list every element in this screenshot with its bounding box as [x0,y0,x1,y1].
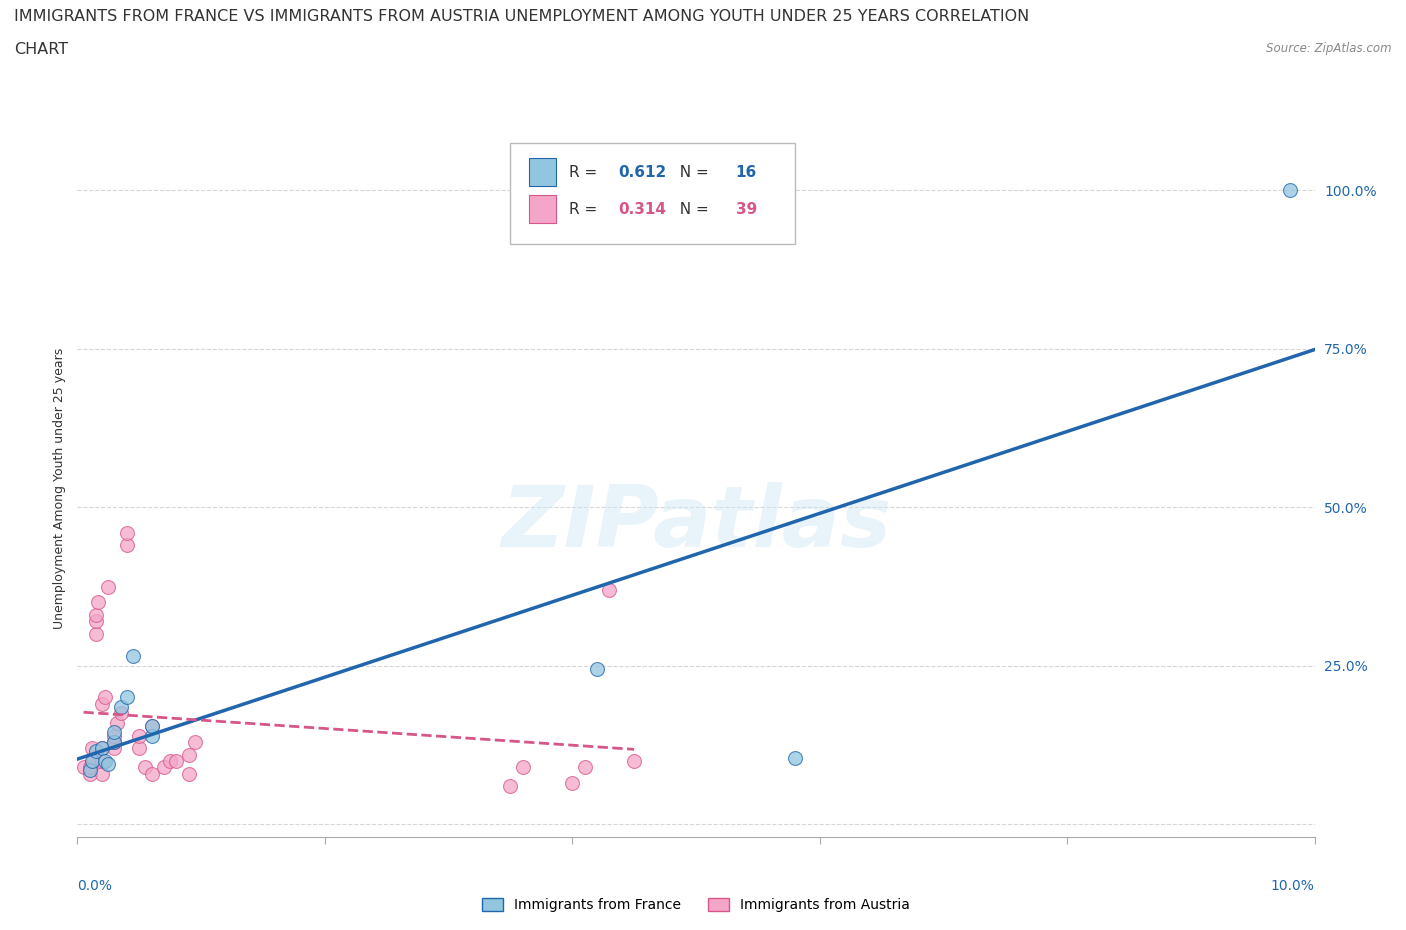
Point [159,753,181,768]
Point [122,649,145,664]
Point [91,741,114,756]
Point [184,735,207,750]
Text: CHART: CHART [14,42,67,57]
Point [84,607,107,622]
Point [84,627,107,642]
Text: 16: 16 [735,165,756,179]
Point [79,763,101,777]
Point [141,719,163,734]
Text: 10.0%: 10.0% [1271,879,1315,893]
Text: N =: N = [671,165,714,179]
Point [153,760,176,775]
Point [598,582,620,597]
Point [141,719,163,734]
Point [82,753,104,768]
Point [115,525,138,540]
Point [103,725,125,740]
Point [165,753,187,768]
Point [93,690,115,705]
Point [91,766,114,781]
Point [586,661,609,676]
Point [82,741,104,756]
Point [97,579,120,594]
Point [79,766,101,781]
Point [84,744,107,759]
Y-axis label: Unemployment Among Youth under 25 years: Unemployment Among Youth under 25 years [53,348,66,629]
Point [141,766,163,781]
Text: 39: 39 [735,202,756,217]
Point [115,538,138,552]
Point [623,753,645,768]
Point [512,760,534,775]
Point [103,728,125,743]
Point [177,766,200,781]
Point [110,706,132,721]
Point [1278,183,1301,198]
Point [561,776,583,790]
Point [115,690,138,705]
Point [128,741,150,756]
Text: R =: R = [568,165,602,179]
Text: N =: N = [671,202,714,217]
Point [91,753,114,768]
Point [72,760,94,775]
Point [79,760,101,775]
Point [783,751,806,765]
Text: IMMIGRANTS FROM FRANCE VS IMMIGRANTS FROM AUSTRIA UNEMPLOYMENT AMONG YOUTH UNDER: IMMIGRANTS FROM FRANCE VS IMMIGRANTS FRO… [14,9,1029,24]
Point [93,753,115,768]
Text: Source: ZipAtlas.com: Source: ZipAtlas.com [1267,42,1392,55]
Point [103,735,125,750]
FancyBboxPatch shape [510,143,794,245]
Point [499,778,522,793]
Text: 0.314: 0.314 [619,202,666,217]
Point [110,699,132,714]
Point [141,728,163,743]
Point [103,741,125,756]
FancyBboxPatch shape [529,158,557,186]
Legend: Immigrants from France, Immigrants from Austria: Immigrants from France, Immigrants from … [477,893,915,918]
Text: R =: R = [568,202,602,217]
Point [82,753,104,768]
Text: 0.0%: 0.0% [77,879,112,893]
Point [91,741,114,756]
Point [105,715,128,730]
Point [574,760,596,775]
Text: ZIPatlas: ZIPatlas [501,482,891,565]
Point [134,760,156,775]
Point [84,614,107,629]
FancyBboxPatch shape [529,195,557,223]
Point [97,757,120,772]
Point [87,595,110,610]
Point [103,735,125,750]
Text: 0.612: 0.612 [619,165,666,179]
Point [128,728,150,743]
Point [177,747,200,762]
Point [91,697,114,711]
